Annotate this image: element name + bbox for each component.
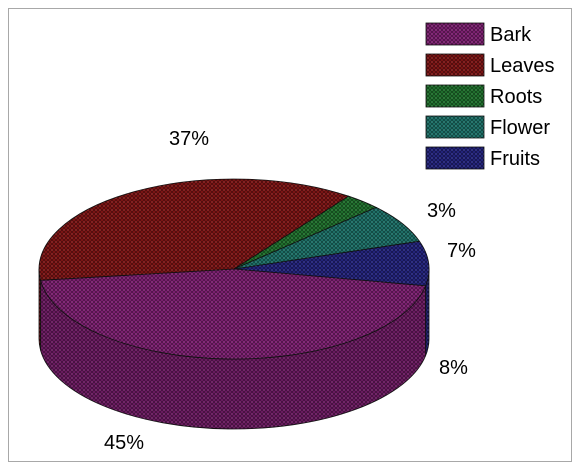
pie-slice-texture-leaves <box>39 178 349 281</box>
legend-swatch-texture-leaves <box>426 54 484 76</box>
pie-chart: 45% 37% 3% 7% 8% Bark Leaves Roots Flower Fruits <box>38 22 555 454</box>
pie-tops <box>38 178 430 360</box>
legend: Bark Leaves Roots Flower Fruits <box>425 22 555 170</box>
value-label-bark: 45% <box>104 432 144 454</box>
value-label-flower: 7% <box>447 240 476 262</box>
chart-frame: 45% 37% 3% 7% 8% Bark Leaves Roots Flower Fruits <box>8 8 572 462</box>
slice-labels: 45% 37% 3% 7% 8% <box>104 128 476 454</box>
legend-label-bark: Bark <box>490 24 532 46</box>
pie-slice-texture-fruits <box>234 241 430 286</box>
slice-side-texture-leaves <box>39 269 41 351</box>
pie-slice-texture-bark <box>40 269 426 359</box>
slice-side-texture-bark <box>40 280 426 429</box>
legend-label-flower: Flower <box>490 117 550 139</box>
legend-label-roots: Roots <box>490 86 542 108</box>
legend-swatch-texture-roots <box>426 85 484 107</box>
value-label-leaves: 37% <box>169 128 209 150</box>
value-label-fruits: 8% <box>439 357 468 379</box>
legend-swatch-texture-flower <box>426 116 484 138</box>
slice-side-texture-fruits <box>425 269 429 356</box>
legend-label-leaves: Leaves <box>490 55 555 77</box>
pie-slice-texture-flower <box>234 207 420 269</box>
legend-swatch-texture-fruits <box>426 147 484 169</box>
value-label-roots: 3% <box>427 200 456 222</box>
legend-swatch-texture-bark <box>426 23 484 45</box>
legend-label-fruits: Fruits <box>490 148 540 170</box>
pie-slice-texture-roots <box>234 196 377 269</box>
